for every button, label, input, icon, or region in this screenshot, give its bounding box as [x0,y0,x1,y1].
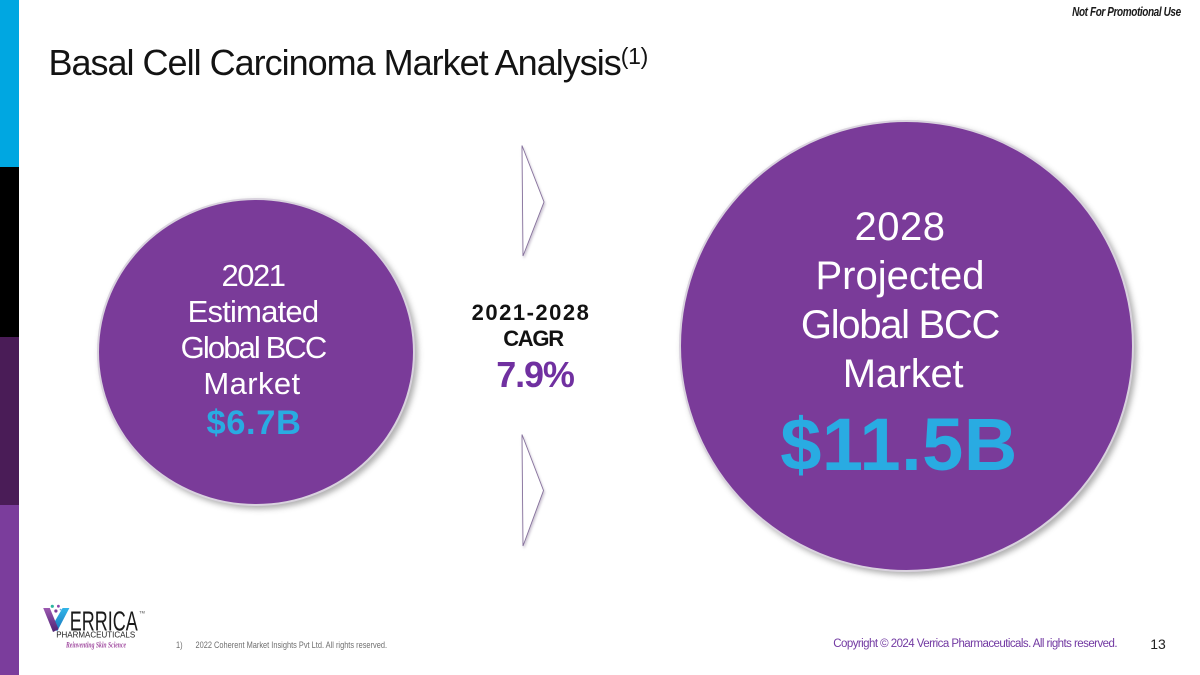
svg-text:TM: TM [139,611,144,615]
svg-text:PHARMACEUTICALS: PHARMACEUTICALS [56,630,135,639]
svg-text:Reinventing Skin Science: Reinventing Skin Science [65,641,126,650]
svg-text:ERRICA: ERRICA [70,605,138,636]
